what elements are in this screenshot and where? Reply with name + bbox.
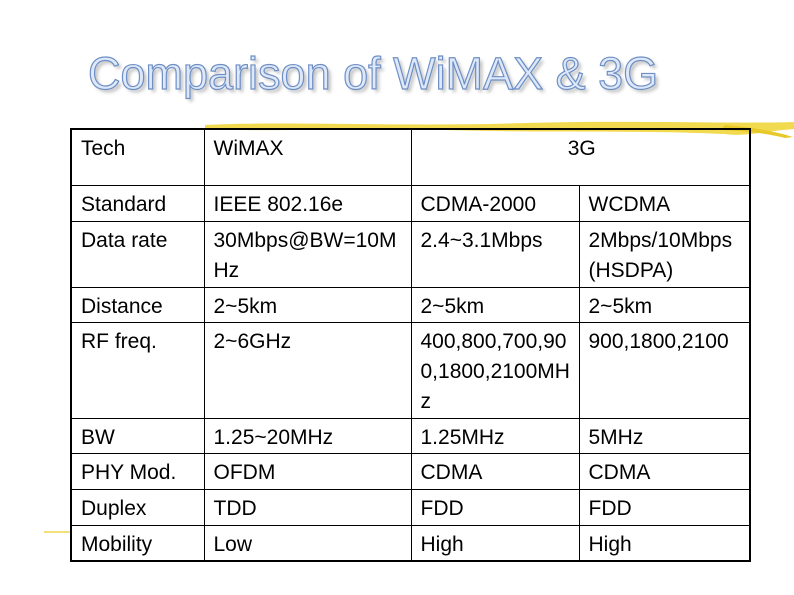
cell-wcdma: WCDMA bbox=[578, 184, 752, 222]
cell-wcdma: FDD bbox=[578, 488, 752, 526]
comparison-table: Tech WiMAX 3G Standard IEEE 802.16e CDMA… bbox=[70, 128, 752, 562]
cell-wimax: IEEE 802.16e bbox=[203, 184, 412, 222]
table-row: BW 1.25~20MHz 1.25MHz 5MHz bbox=[70, 417, 752, 454]
cell-cdma2000: 1.25MHz bbox=[410, 417, 580, 454]
cell-wimax: Low bbox=[203, 524, 412, 562]
row-label: Data rate bbox=[70, 220, 205, 288]
yellow-accent-line bbox=[44, 531, 70, 533]
row-label: RF freq. bbox=[70, 321, 205, 419]
cell-cdma2000: 400,800,700,900,1800,2100MHz bbox=[410, 321, 580, 419]
header-wimax: WiMAX bbox=[203, 128, 412, 186]
header-tech: Tech bbox=[70, 128, 205, 186]
cell-wcdma: 2~5km bbox=[578, 286, 752, 323]
cell-wcdma: High bbox=[578, 524, 752, 562]
table-header-row: Tech WiMAX 3G bbox=[70, 128, 752, 186]
cell-wimax: 1.25~20MHz bbox=[203, 417, 412, 454]
cell-wimax: TDD bbox=[203, 488, 412, 526]
slide-title: Comparison of WiMAX & 3G bbox=[87, 47, 659, 99]
row-label: Standard bbox=[70, 184, 205, 222]
row-label: Distance bbox=[70, 286, 205, 323]
cell-cdma2000: CDMA bbox=[410, 452, 580, 490]
cell-wimax: 30Mbps@BW=10MHz bbox=[203, 220, 412, 288]
cell-wcdma: 900,1800,2100 bbox=[578, 321, 752, 419]
row-label: BW bbox=[70, 417, 205, 454]
cell-cdma2000: CDMA-2000 bbox=[410, 184, 580, 222]
table-row: RF freq. 2~6GHz 400,800,700,900,1800,210… bbox=[70, 321, 752, 419]
cell-wimax: OFDM bbox=[203, 452, 412, 490]
header-3g: 3G bbox=[410, 128, 752, 186]
cell-wimax: 2~6GHz bbox=[203, 321, 412, 419]
table-row: Mobility Low High High bbox=[70, 524, 752, 562]
cell-cdma2000: 2.4~3.1Mbps bbox=[410, 220, 580, 288]
table-row: Duplex TDD FDD FDD bbox=[70, 488, 752, 526]
table-row: Distance 2~5km 2~5km 2~5km bbox=[70, 286, 752, 323]
cell-cdma2000: 2~5km bbox=[410, 286, 580, 323]
table-row: Standard IEEE 802.16e CDMA-2000 WCDMA bbox=[70, 184, 752, 222]
cell-wcdma: 2Mbps/10Mbps(HSDPA) bbox=[578, 220, 752, 288]
row-label: Duplex bbox=[70, 488, 205, 526]
row-label: PHY Mod. bbox=[70, 452, 205, 490]
row-label: Mobility bbox=[70, 524, 205, 562]
cell-cdma2000: FDD bbox=[410, 488, 580, 526]
cell-cdma2000: High bbox=[410, 524, 580, 562]
cell-wcdma: 5MHz bbox=[578, 417, 752, 454]
cell-wcdma: CDMA bbox=[578, 452, 752, 490]
table-row: PHY Mod. OFDM CDMA CDMA bbox=[70, 452, 752, 490]
cell-wimax: 2~5km bbox=[203, 286, 412, 323]
table-row: Data rate 30Mbps@BW=10MHz 2.4~3.1Mbps 2M… bbox=[70, 220, 752, 288]
